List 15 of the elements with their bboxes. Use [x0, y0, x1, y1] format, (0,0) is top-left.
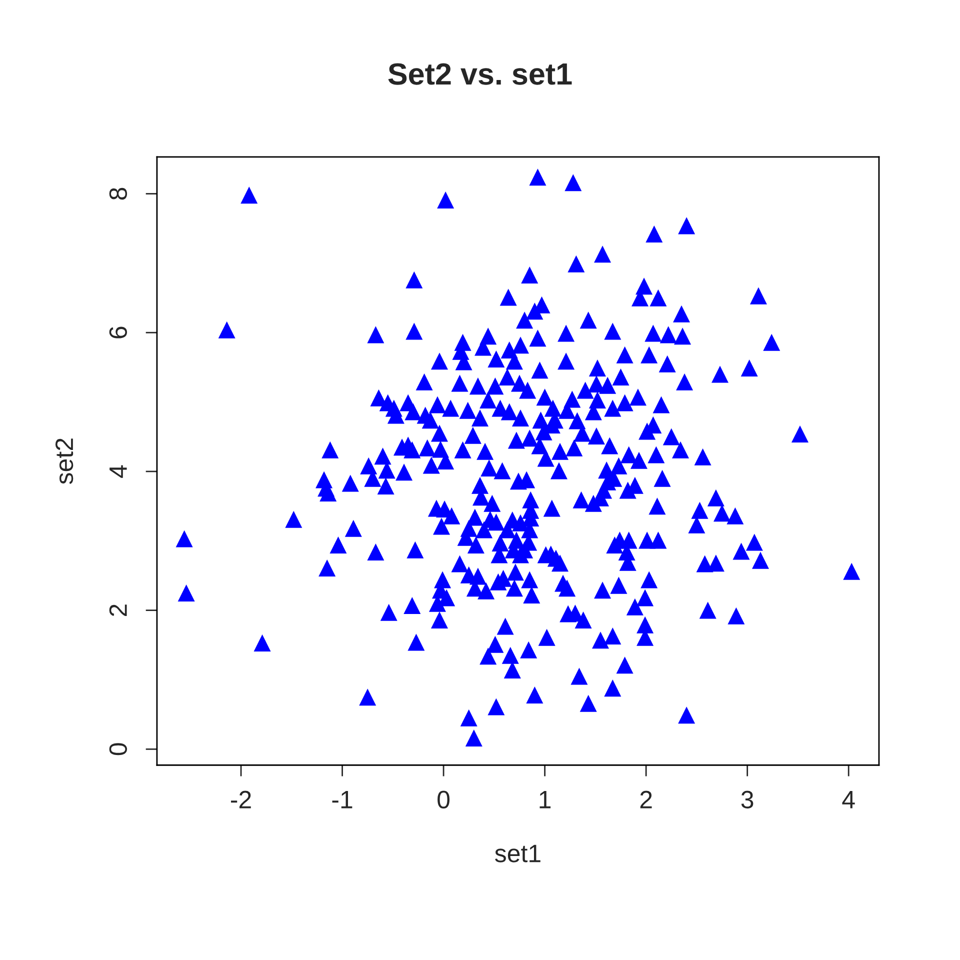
y-tick-label: 8	[109, 188, 128, 200]
y-tick-label: 2	[109, 604, 127, 616]
y-tick-label: 6	[109, 326, 128, 338]
x-tick-label: 0	[438, 790, 450, 808]
x-tick-label: -1	[332, 791, 352, 808]
x-tick-label: 2	[640, 790, 652, 808]
x-tick-label: 3	[741, 790, 754, 808]
y-tick-label: 4	[110, 465, 127, 478]
x-tick-label: -2	[231, 790, 251, 808]
y-axis-title: set2	[55, 438, 74, 484]
x-tick-label: 4	[842, 791, 855, 808]
x-axis-title: set1	[495, 844, 540, 862]
x-tick-label: 1	[540, 791, 551, 808]
y-tick-label: 0	[109, 743, 128, 756]
chart-title: Set2 vs. set1	[388, 63, 572, 85]
